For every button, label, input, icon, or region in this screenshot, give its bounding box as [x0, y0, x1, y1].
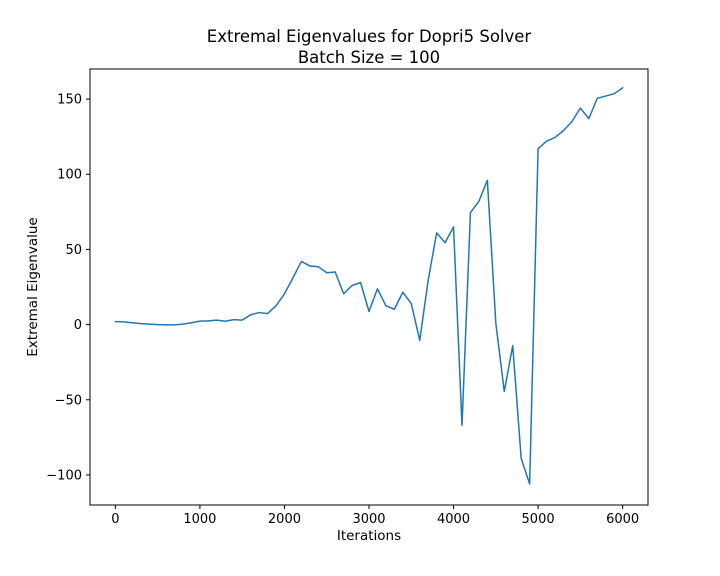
chart-title-line-1: Extremal Eigenvalues for Dopri5 Solver — [207, 27, 532, 46]
x-tick-label: 4000 — [437, 512, 470, 527]
y-axis: −100 −50 0 50 100 150 — [46, 93, 90, 483]
x-tick-label: 6000 — [606, 512, 639, 527]
chart-title-line-2: Batch Size = 100 — [298, 48, 440, 67]
x-tick-label: 2000 — [268, 512, 301, 527]
y-tick-label: 0 — [74, 318, 82, 333]
y-tick-label: 150 — [57, 93, 82, 108]
x-tick-label: 1000 — [183, 512, 216, 527]
y-tick-label: −100 — [46, 468, 82, 483]
y-axis-label: Extremal Eigenvalue — [25, 217, 41, 356]
x-tick-label: 3000 — [352, 512, 385, 527]
x-tick-label: 0 — [111, 512, 119, 527]
series-line — [114, 86, 624, 485]
x-axis-label: Iterations — [337, 528, 401, 544]
x-tick-label: 5000 — [522, 512, 555, 527]
y-tick-label: 100 — [57, 168, 82, 183]
y-tick-label: 50 — [65, 243, 82, 258]
x-axis: 0 1000 2000 3000 4000 5000 6000 — [111, 505, 639, 527]
y-tick-label: −50 — [55, 393, 82, 408]
